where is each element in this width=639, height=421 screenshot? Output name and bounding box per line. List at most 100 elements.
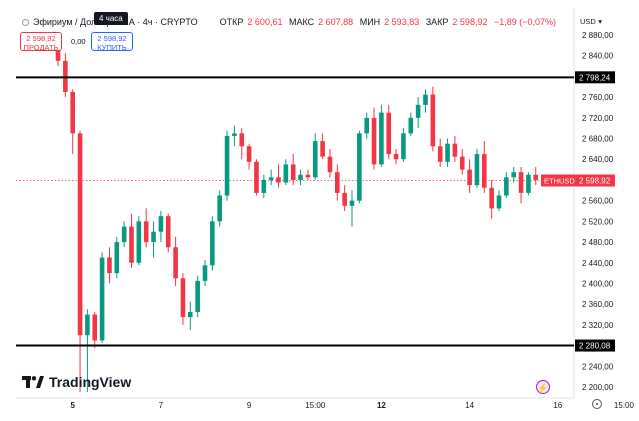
candle-body[interactable] xyxy=(268,177,274,180)
candle-body[interactable] xyxy=(188,311,193,318)
candle-body[interactable] xyxy=(518,172,524,193)
candle-body[interactable] xyxy=(371,117,377,165)
close-value: 2 598,92 xyxy=(452,17,488,27)
candle-body[interactable] xyxy=(312,141,318,178)
candle-body[interactable] xyxy=(393,154,399,160)
sell-button[interactable]: 2 598,92 ПРОДАТЬ xyxy=(20,32,62,52)
candle-body[interactable] xyxy=(364,117,369,134)
ohlc-values: ОТКР 2 600,61 МАКС 2 607,88 МИН 2 593,83 ЗА… xyxy=(220,17,560,27)
candle-body[interactable] xyxy=(99,257,105,341)
y-tick-label: 2 880,00 xyxy=(582,31,614,40)
candle-body[interactable] xyxy=(320,141,325,157)
candle-body[interactable] xyxy=(239,133,245,147)
y-tick-label: 2 400,00 xyxy=(582,279,614,288)
y-tick-label: 2 440,00 xyxy=(582,259,614,268)
candle-body[interactable] xyxy=(327,156,333,173)
candle-body[interactable] xyxy=(459,156,465,170)
candle-body[interactable] xyxy=(342,192,347,206)
lightning-icon[interactable]: ⚡ xyxy=(536,380,550,394)
candle-body[interactable] xyxy=(151,231,156,243)
candle-body[interactable] xyxy=(386,112,392,155)
level-price-label: 2 280,08 xyxy=(579,342,611,351)
candle-body[interactable] xyxy=(298,174,303,180)
candle-body[interactable] xyxy=(77,133,83,336)
candle-body[interactable] xyxy=(276,177,281,183)
candle-body[interactable] xyxy=(489,187,494,209)
candle-body[interactable] xyxy=(114,242,120,274)
candle-body[interactable] xyxy=(224,135,230,196)
candle-body[interactable] xyxy=(143,221,149,243)
candle-body[interactable] xyxy=(482,154,487,188)
candle-body[interactable] xyxy=(401,133,406,160)
symbol-tag-label: ETHUSD xyxy=(544,177,575,186)
candle-body[interactable] xyxy=(121,226,127,243)
y-tick-label: 2 240,00 xyxy=(582,362,614,371)
candle-body[interactable] xyxy=(408,117,414,134)
candle-body[interactable] xyxy=(158,216,164,232)
candle-body[interactable] xyxy=(526,174,531,193)
candle-body[interactable] xyxy=(202,265,208,281)
candle-body[interactable] xyxy=(261,179,267,193)
candle-body[interactable] xyxy=(232,133,237,136)
x-tick-label: 5 xyxy=(70,401,75,410)
candle-body[interactable] xyxy=(217,195,222,222)
candle-body[interactable] xyxy=(107,257,112,274)
tradingview-logo-icon xyxy=(22,376,44,388)
current-price-label: 2 598,92 xyxy=(579,177,611,186)
candle-body[interactable] xyxy=(246,146,252,162)
candle-body[interactable] xyxy=(290,164,296,180)
y-tick-label: 2 720,00 xyxy=(582,114,614,123)
candle-body[interactable] xyxy=(129,226,134,263)
candle-body[interactable] xyxy=(85,314,90,336)
candle-body[interactable] xyxy=(467,169,472,186)
level-price-label: 2 798,24 xyxy=(579,73,611,82)
candle-body[interactable] xyxy=(305,174,311,178)
candle-body[interactable] xyxy=(511,172,516,178)
candle-body[interactable] xyxy=(55,45,61,61)
low-label: МИН xyxy=(359,17,381,27)
candle-body[interactable] xyxy=(349,200,355,206)
high-label: МАКС xyxy=(288,17,315,27)
low-value: 2 593,83 xyxy=(384,17,420,27)
candle-body[interactable] xyxy=(357,133,362,201)
candle-body[interactable] xyxy=(504,177,509,196)
candle-body[interactable] xyxy=(379,112,384,165)
candle-body[interactable] xyxy=(533,174,539,180)
candle-body[interactable] xyxy=(210,221,215,266)
y-tick-label: 2 840,00 xyxy=(582,52,614,61)
x-tick-label: 15:00 xyxy=(614,401,635,410)
candle-body[interactable] xyxy=(195,280,200,312)
x-tick-label: 7 xyxy=(159,401,164,410)
candle-body[interactable] xyxy=(430,94,436,147)
candle-body[interactable] xyxy=(437,146,443,162)
candle-body[interactable] xyxy=(283,164,289,183)
candle-body[interactable] xyxy=(415,104,421,118)
candle-body[interactable] xyxy=(452,143,458,157)
candle-body[interactable] xyxy=(335,172,340,193)
x-tick-label: 12 xyxy=(377,401,386,410)
y-tick-label: 2 480,00 xyxy=(582,238,614,247)
candle-body[interactable] xyxy=(474,154,480,186)
gear-icon[interactable] xyxy=(592,399,602,409)
buy-button[interactable]: 2 598,92 КУПИТЬ xyxy=(91,32,133,52)
watermark-text: TradingView xyxy=(49,374,132,390)
candle-body[interactable] xyxy=(496,195,502,209)
candle-body[interactable] xyxy=(180,278,186,318)
close-label: ЗАКР xyxy=(425,17,449,27)
candle-body[interactable] xyxy=(70,91,75,134)
candle-body[interactable] xyxy=(445,143,450,162)
change-value: −1,89 (−0,07%) xyxy=(493,17,557,27)
candle-body[interactable] xyxy=(136,221,142,263)
candle-body[interactable] xyxy=(254,161,259,193)
candle-body[interactable] xyxy=(165,216,171,248)
candle-body[interactable] xyxy=(423,94,428,105)
currency-selector[interactable]: USD ▾ xyxy=(577,13,605,29)
level-price-tag xyxy=(575,71,615,84)
candle-body[interactable] xyxy=(92,314,98,341)
tradingview-logo[interactable]: TradingView xyxy=(22,374,131,390)
open-label: ОТКР xyxy=(219,17,244,27)
candle-body[interactable] xyxy=(173,247,178,279)
spread-value: 0,00 xyxy=(71,37,86,46)
